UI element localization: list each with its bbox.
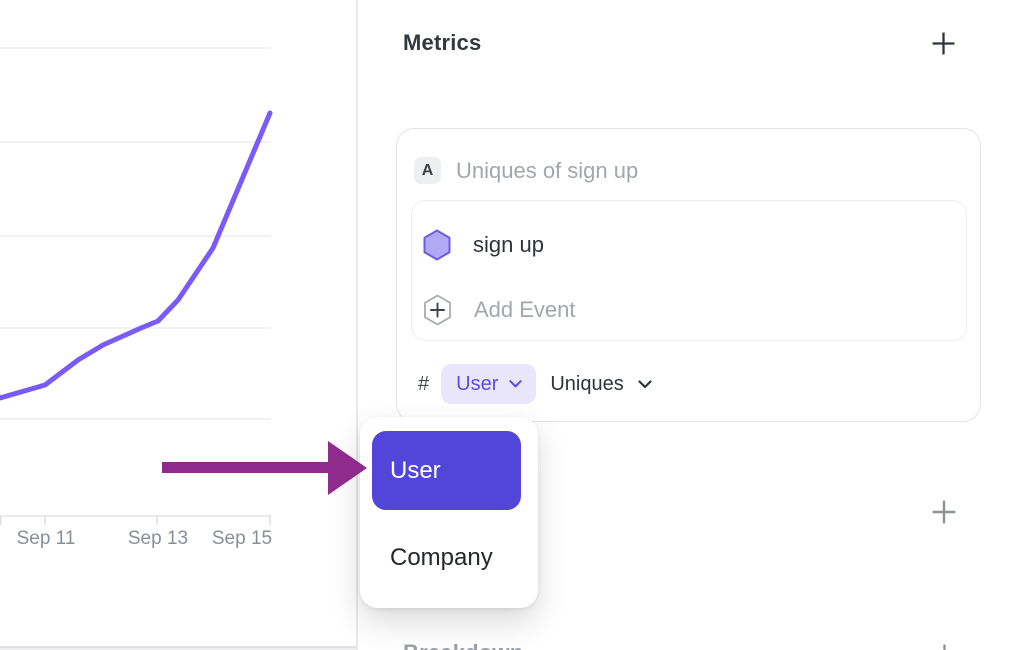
chevron-down-icon bbox=[638, 379, 652, 388]
chevron-down-icon bbox=[509, 380, 523, 388]
dropdown-option-label: User bbox=[390, 456, 441, 484]
chart-panel: Sep 11 Sep 13 Sep 15 bbox=[0, 0, 357, 650]
breakdown-section-title: Breakdown bbox=[403, 640, 523, 650]
signups-line-chart bbox=[0, 47, 273, 525]
dropdown-option-label: Company bbox=[390, 544, 493, 571]
measurement-prefix: # bbox=[418, 372, 430, 395]
panel-divider bbox=[356, 0, 358, 650]
x-axis-tick-label: Sep 15 bbox=[211, 528, 273, 549]
x-axis-tick-label: Sep 11 bbox=[16, 528, 76, 549]
add-metric-button[interactable] bbox=[930, 31, 957, 58]
plus-icon bbox=[943, 644, 946, 650]
metrics-section-title: Metrics bbox=[403, 30, 482, 55]
chart-card-bottom-border bbox=[0, 646, 356, 648]
entity-selected-value: User bbox=[456, 372, 499, 395]
page-background-strip bbox=[0, 648, 356, 650]
add-event-button[interactable]: Add Event bbox=[422, 293, 576, 327]
x-axis-tick-label: Sep 13 bbox=[127, 528, 189, 549]
metrics-panel: Metrics A Uniques of sign up sign up bbox=[358, 0, 1014, 650]
dropdown-option-user[interactable]: User bbox=[372, 431, 521, 510]
add-filter-button[interactable] bbox=[930, 499, 957, 526]
dropdown-option-company[interactable]: Company bbox=[372, 529, 521, 587]
aggregation-selected-value: Uniques bbox=[550, 372, 624, 395]
aggregation-dropdown-trigger[interactable]: Uniques bbox=[550, 373, 652, 396]
event-row-sign-up[interactable]: sign up bbox=[422, 228, 544, 262]
metric-card: A Uniques of sign up sign up Add Event bbox=[396, 128, 981, 422]
add-event-hexagon-plus-icon bbox=[424, 294, 451, 326]
plus-icon bbox=[932, 500, 955, 524]
metric-name-input[interactable]: Uniques of sign up bbox=[456, 158, 639, 183]
entity-dropdown-menu: User Company bbox=[360, 417, 538, 608]
event-list-card: sign up Add Event bbox=[411, 200, 967, 341]
event-name: sign up bbox=[473, 232, 544, 257]
plus-icon bbox=[932, 32, 955, 55]
event-hexagon-icon bbox=[423, 229, 451, 261]
add-breakdown-button[interactable] bbox=[931, 643, 958, 650]
metric-label-badge: A bbox=[414, 157, 441, 184]
entity-dropdown-trigger[interactable]: User bbox=[441, 364, 537, 404]
add-event-label: Add Event bbox=[474, 297, 576, 322]
measurement-row: # User Uniques bbox=[418, 364, 653, 404]
